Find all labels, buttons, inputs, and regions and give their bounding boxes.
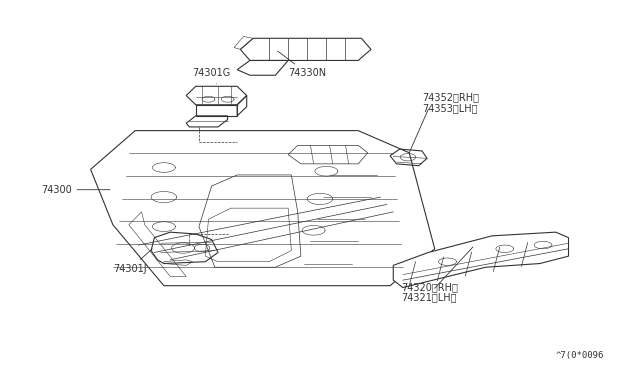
Text: 74321〈LH〉: 74321〈LH〉 <box>401 292 457 302</box>
Text: 74320〈RH〉: 74320〈RH〉 <box>401 283 458 292</box>
Text: 74300: 74300 <box>41 185 110 195</box>
Text: 74353〈LH〉: 74353〈LH〉 <box>422 103 477 113</box>
Text: 74301G: 74301G <box>193 68 231 84</box>
Text: ^7(0*0096: ^7(0*0096 <box>556 350 604 359</box>
Text: 74352〈RH〉: 74352〈RH〉 <box>422 92 479 102</box>
Text: 74330N: 74330N <box>278 51 326 78</box>
Polygon shape <box>91 131 435 286</box>
Text: 74301J: 74301J <box>113 249 152 274</box>
Polygon shape <box>394 232 568 288</box>
